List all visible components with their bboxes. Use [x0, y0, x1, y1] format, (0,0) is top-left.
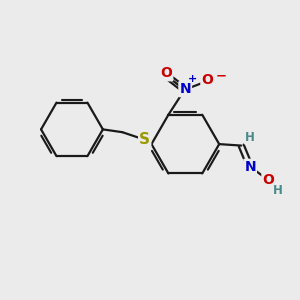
Text: N: N	[179, 82, 191, 96]
Text: O: O	[201, 73, 213, 87]
Text: O: O	[160, 66, 172, 80]
Text: +: +	[188, 74, 197, 85]
Text: H: H	[244, 131, 254, 144]
Text: O: O	[262, 173, 274, 187]
Text: S: S	[139, 132, 150, 147]
Text: N: N	[244, 160, 256, 174]
Text: −: −	[215, 69, 226, 82]
Text: H: H	[273, 184, 283, 197]
